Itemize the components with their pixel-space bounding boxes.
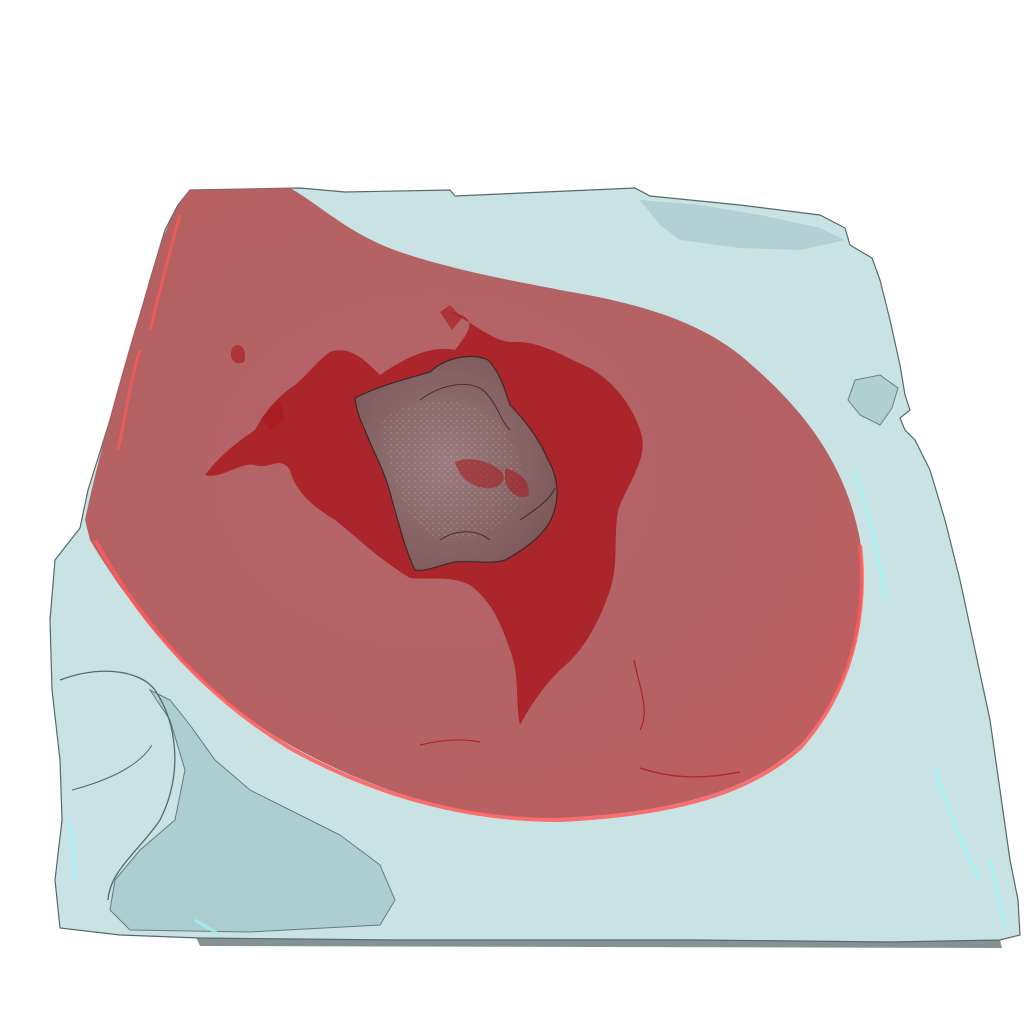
tissue-contour-left-inner (71, 744, 153, 791)
tissue-notch (847, 374, 899, 426)
lesion-rim-left (116, 214, 182, 451)
tissue-highlight-right (853, 469, 1007, 926)
lesion-rim (93, 539, 864, 823)
tissue-highlight-left (68, 819, 221, 937)
tissue-hollow (109, 688, 396, 933)
lesion-contour (419, 659, 741, 778)
tissue-shadow-top (640, 200, 845, 250)
necrotic-core-speckle (380, 401, 523, 541)
tissue-contour-left (59, 670, 176, 901)
necrotic-core-outline (419, 384, 556, 541)
necrotic-core-inner-lobe (455, 459, 529, 498)
